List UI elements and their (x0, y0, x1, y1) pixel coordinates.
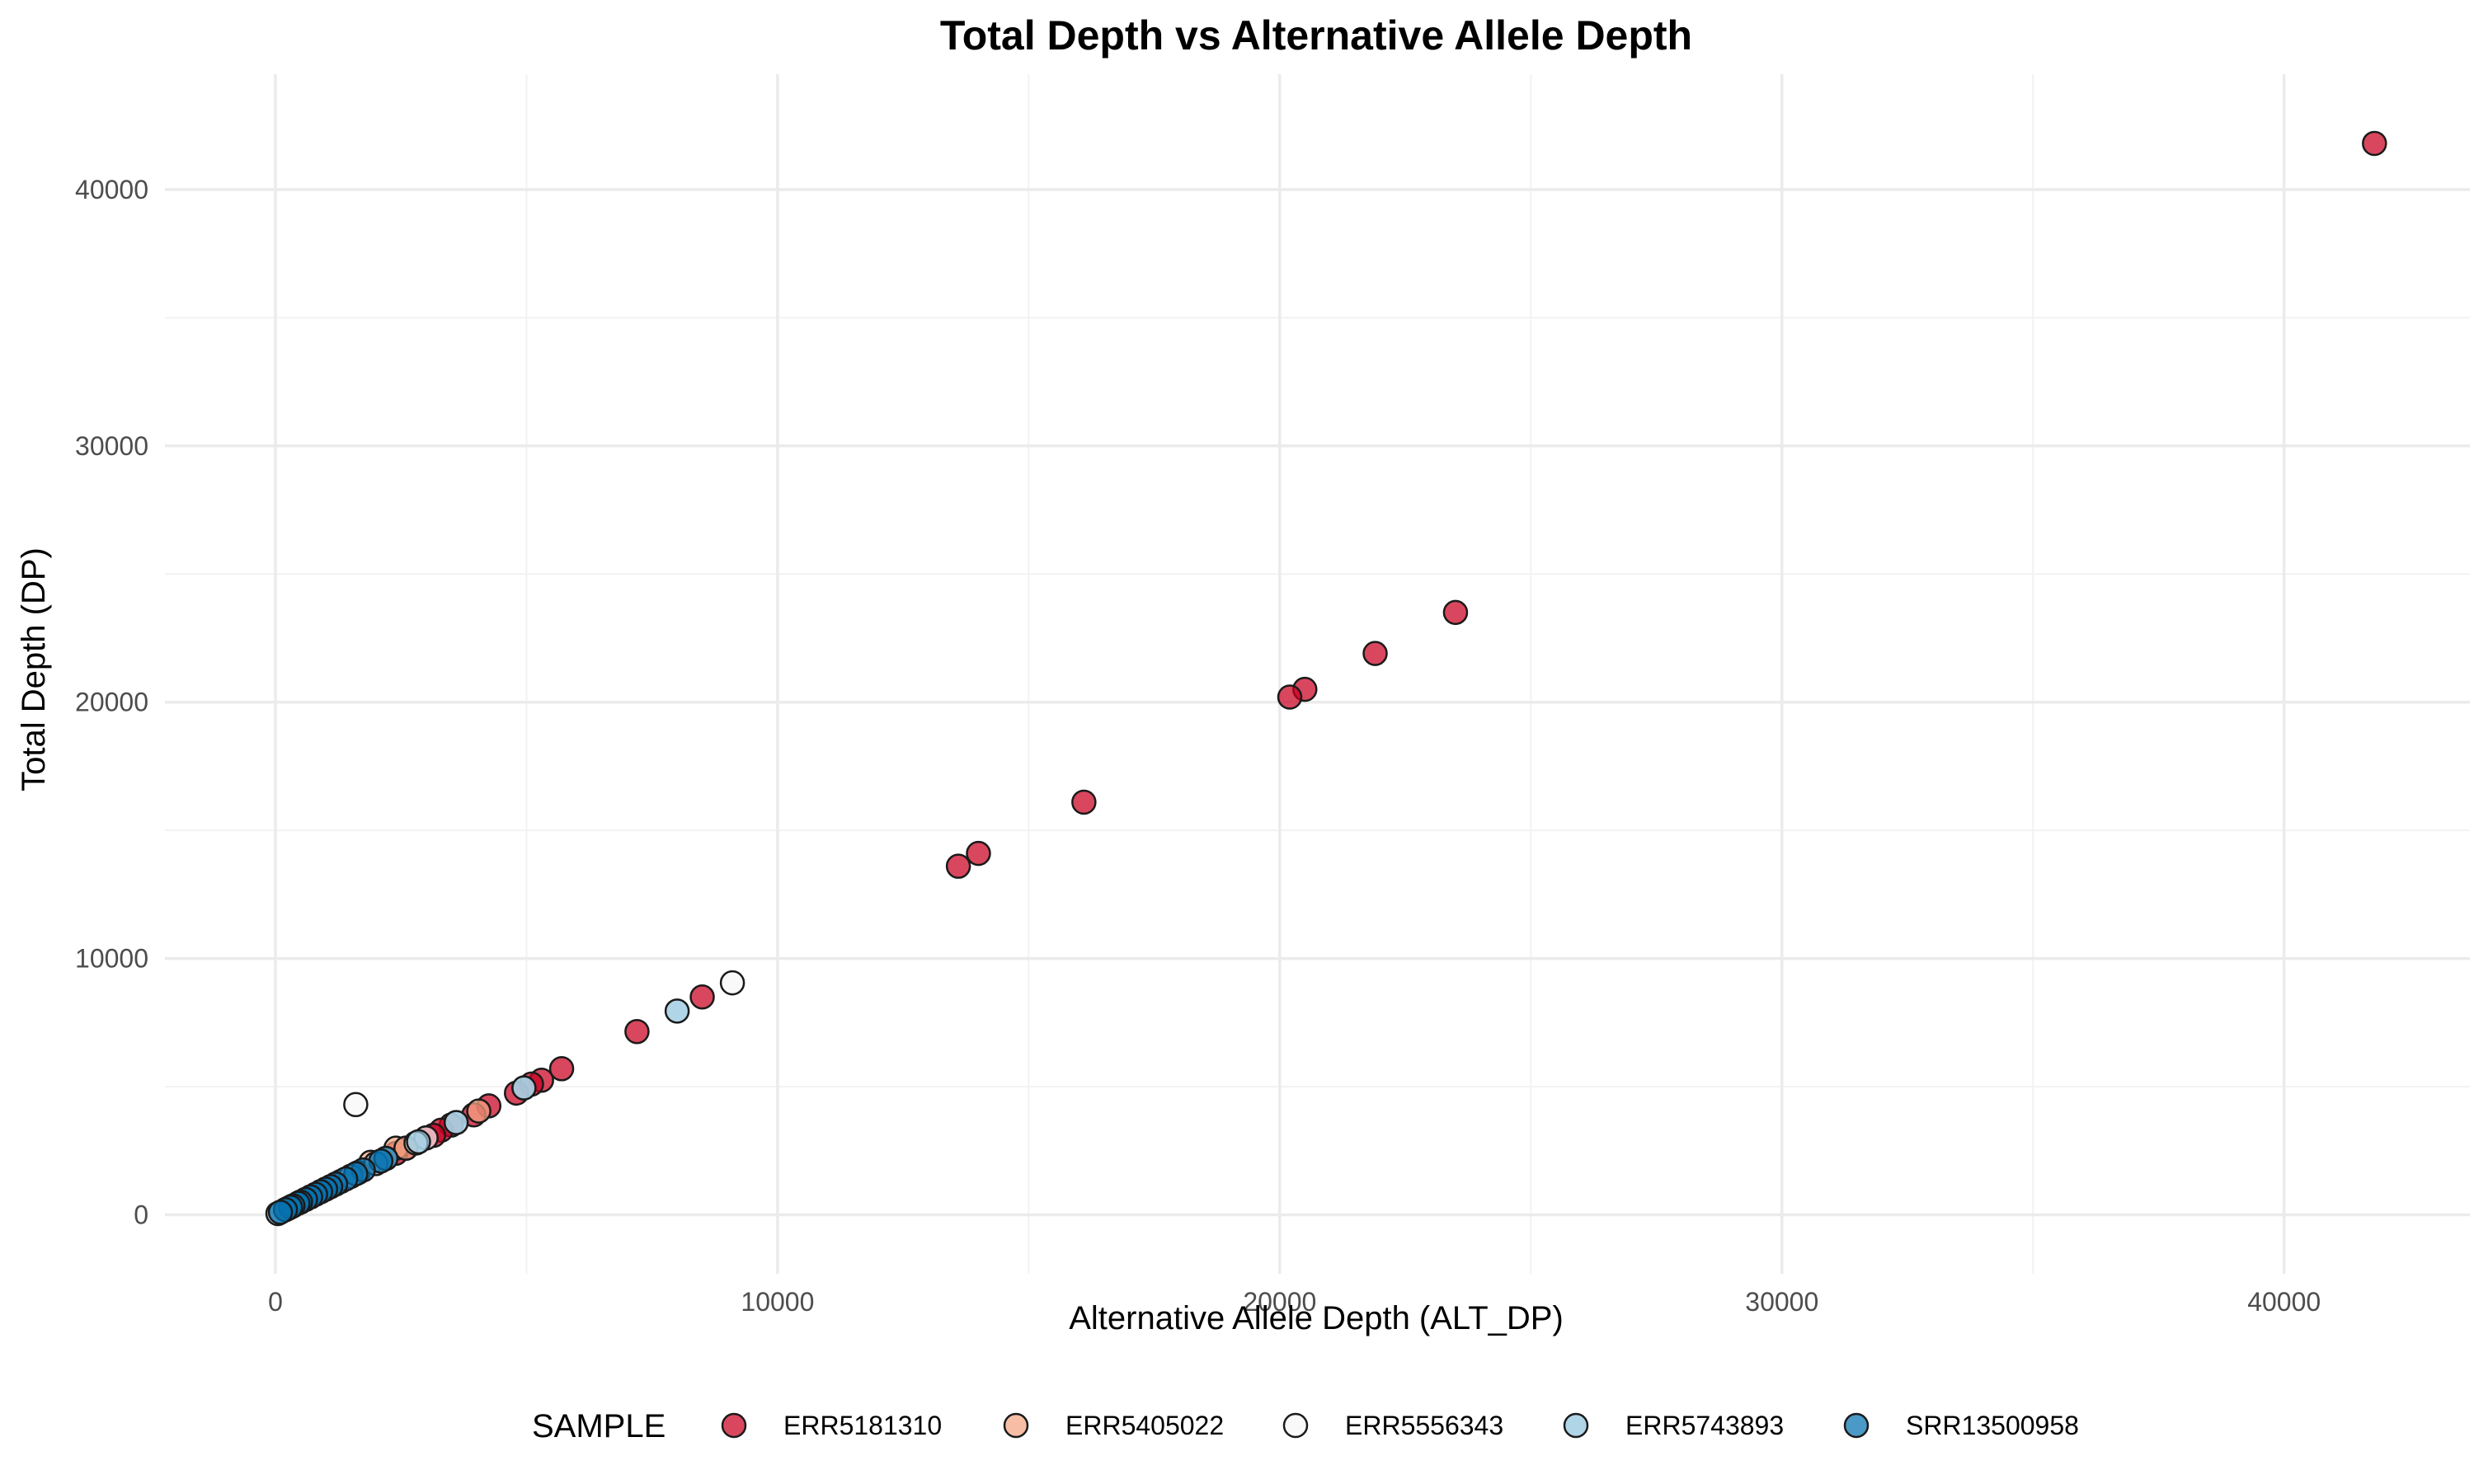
y-tick-label: 40000 (75, 175, 148, 204)
x-tick-label: 20000 (1243, 1287, 1316, 1317)
y-axis-label: Total Depth (DP) (16, 547, 52, 791)
legend-item: ERR5181310 (721, 1411, 942, 1440)
x-tick-label: 40000 (2247, 1287, 2321, 1317)
legend-item: ERR5743893 (1563, 1411, 1784, 1440)
tick-labels: 0 10000 20000 30000 40000 0 10000 20000 30000 400… (75, 175, 2321, 1317)
data-point (1362, 641, 1388, 666)
x-axis-label: Alternative Allele Depth (ALT_DP) (1069, 1300, 1564, 1336)
legend-title: SAMPLE (532, 1408, 666, 1444)
legend-key (1843, 1412, 1870, 1439)
data-point (343, 1092, 369, 1118)
data-point (466, 1098, 492, 1124)
data-point (624, 1018, 650, 1045)
data-point (548, 1056, 575, 1082)
grid-lines (165, 74, 2470, 1274)
data-point (689, 984, 715, 1010)
y-tick-label: 20000 (75, 688, 148, 717)
data-point (1442, 599, 1469, 626)
legend: SAMPLE ERR5181310 ERR5405022 ERR5556343 ERR… (532, 1408, 2079, 1444)
legend-item: SRR13500958 (1843, 1411, 2079, 1440)
legend-label: ERR5743893 (1625, 1411, 1784, 1440)
y-tick-label: 30000 (75, 431, 148, 461)
data-point (966, 840, 991, 866)
y-tick-label: 0 (134, 1200, 148, 1229)
legend-key (1003, 1412, 1029, 1439)
data-point (945, 853, 971, 879)
data-point (443, 1110, 469, 1135)
data-points (265, 130, 2387, 1227)
legend-label: ERR5181310 (783, 1411, 942, 1440)
data-point (719, 970, 745, 996)
y-tick-label: 10000 (75, 944, 148, 974)
data-point (406, 1129, 431, 1155)
series-SRR13500958 (267, 1145, 399, 1225)
legend-item: ERR5405022 (1003, 1411, 1224, 1440)
legend-key (721, 1412, 747, 1439)
legend-label: ERR5405022 (1065, 1411, 1224, 1440)
data-point (267, 1200, 294, 1225)
data-point (1277, 684, 1303, 710)
data-point (1071, 789, 1097, 815)
legend-key (1282, 1412, 1309, 1439)
legend-label: ERR5556343 (1345, 1411, 1503, 1440)
x-tick-label: 0 (268, 1287, 283, 1317)
data-point (2362, 130, 2387, 157)
x-tick-label: 10000 (741, 1287, 814, 1317)
legend-key (1563, 1412, 1589, 1439)
legend-label: SRR13500958 (1906, 1411, 2079, 1440)
data-point (664, 998, 690, 1024)
chart-title: Total Depth vs Alternative Allele Depth (940, 12, 1692, 59)
x-tick-label: 30000 (1745, 1287, 1818, 1317)
legend-item: ERR5556343 (1282, 1411, 1503, 1440)
data-point (511, 1075, 537, 1101)
